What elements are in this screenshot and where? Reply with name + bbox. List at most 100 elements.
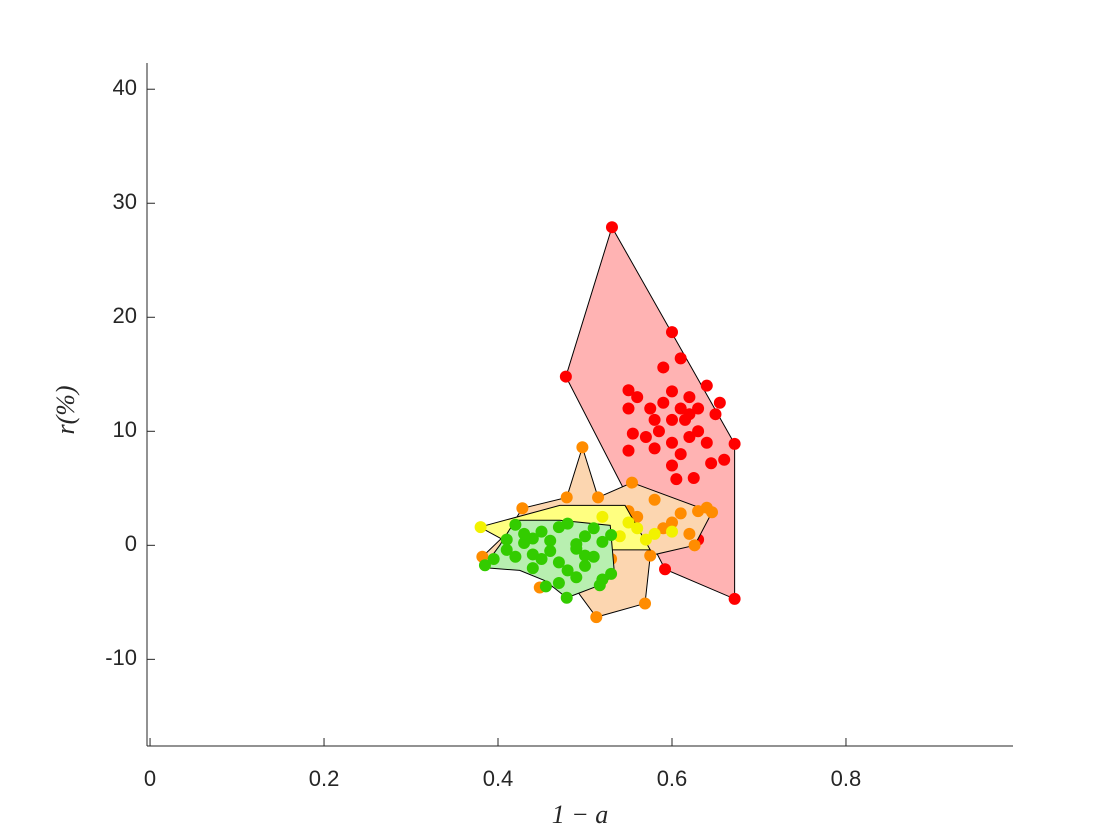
- point: [474, 521, 487, 534]
- point: [605, 529, 618, 542]
- point: [561, 564, 574, 577]
- point: [570, 571, 583, 584]
- point: [631, 391, 644, 404]
- point: [648, 442, 661, 455]
- point: [478, 559, 491, 572]
- point: [639, 597, 652, 610]
- point: [665, 525, 678, 538]
- point: [625, 476, 638, 489]
- point: [587, 522, 600, 535]
- point: [683, 430, 696, 443]
- x-tick-label: 0: [144, 766, 156, 791]
- point: [679, 413, 692, 426]
- point: [665, 326, 678, 339]
- point: [622, 516, 635, 529]
- point: [700, 436, 713, 449]
- x-axis-label: 1 − a: [552, 800, 609, 829]
- point: [674, 402, 687, 415]
- point: [674, 507, 687, 520]
- point: [576, 441, 589, 454]
- point: [579, 559, 592, 572]
- point: [552, 521, 565, 534]
- y-tick-label: -10: [105, 645, 137, 670]
- point: [526, 562, 539, 575]
- point: [552, 576, 565, 589]
- point: [644, 402, 657, 415]
- point: [688, 539, 701, 552]
- point: [713, 396, 726, 409]
- point: [544, 534, 557, 547]
- point: [544, 545, 557, 558]
- point: [605, 567, 618, 580]
- point: [535, 525, 548, 538]
- point: [648, 493, 661, 506]
- y-tick-label: 30: [113, 189, 137, 214]
- point: [692, 402, 705, 415]
- y-tick-label: 20: [113, 303, 137, 328]
- y-tick-label: 40: [113, 75, 137, 100]
- point: [700, 501, 713, 514]
- point: [579, 549, 592, 562]
- point: [622, 444, 635, 457]
- point: [648, 527, 661, 540]
- point: [535, 553, 548, 566]
- point: [639, 430, 652, 443]
- point: [526, 532, 539, 545]
- point: [657, 396, 670, 409]
- point: [687, 472, 700, 485]
- point: [728, 592, 741, 605]
- point: [683, 527, 696, 540]
- y-axis-label: r(%): [51, 385, 80, 434]
- point: [500, 543, 513, 556]
- point: [605, 221, 618, 234]
- point: [631, 510, 644, 523]
- point: [665, 459, 678, 472]
- point: [596, 535, 609, 548]
- point: [700, 379, 713, 392]
- point: [560, 591, 573, 604]
- point: [516, 502, 529, 515]
- y-tick-label: 0: [125, 531, 137, 556]
- point: [509, 550, 522, 563]
- y-tick-label: 10: [113, 417, 137, 442]
- point: [509, 518, 522, 531]
- point: [559, 370, 572, 383]
- point: [500, 533, 513, 546]
- point: [596, 510, 609, 523]
- point: [670, 473, 683, 486]
- point: [665, 436, 678, 449]
- x-tick-label: 0.2: [309, 766, 340, 791]
- point: [592, 491, 605, 504]
- point: [652, 425, 665, 438]
- x-tick-label: 0.6: [657, 766, 688, 791]
- point: [718, 453, 731, 466]
- point: [705, 457, 718, 470]
- point: [593, 579, 606, 592]
- x-tick-label: 0.4: [483, 766, 514, 791]
- point: [626, 427, 639, 440]
- point: [579, 530, 592, 543]
- point: [590, 611, 603, 624]
- point: [657, 361, 670, 374]
- point: [560, 491, 573, 504]
- point: [552, 556, 565, 569]
- point: [644, 549, 657, 562]
- point: [570, 538, 583, 551]
- point: [659, 563, 672, 576]
- point: [487, 553, 500, 566]
- point: [665, 516, 678, 529]
- point: [728, 437, 741, 450]
- point: [539, 580, 552, 593]
- point: [648, 413, 661, 426]
- point: [665, 413, 678, 426]
- point: [709, 408, 722, 421]
- point: [683, 391, 696, 404]
- point: [674, 448, 687, 461]
- point: [622, 402, 635, 415]
- x-tick-label: 0.8: [831, 766, 862, 791]
- point: [665, 385, 678, 398]
- point: [692, 425, 705, 438]
- point: [622, 384, 635, 397]
